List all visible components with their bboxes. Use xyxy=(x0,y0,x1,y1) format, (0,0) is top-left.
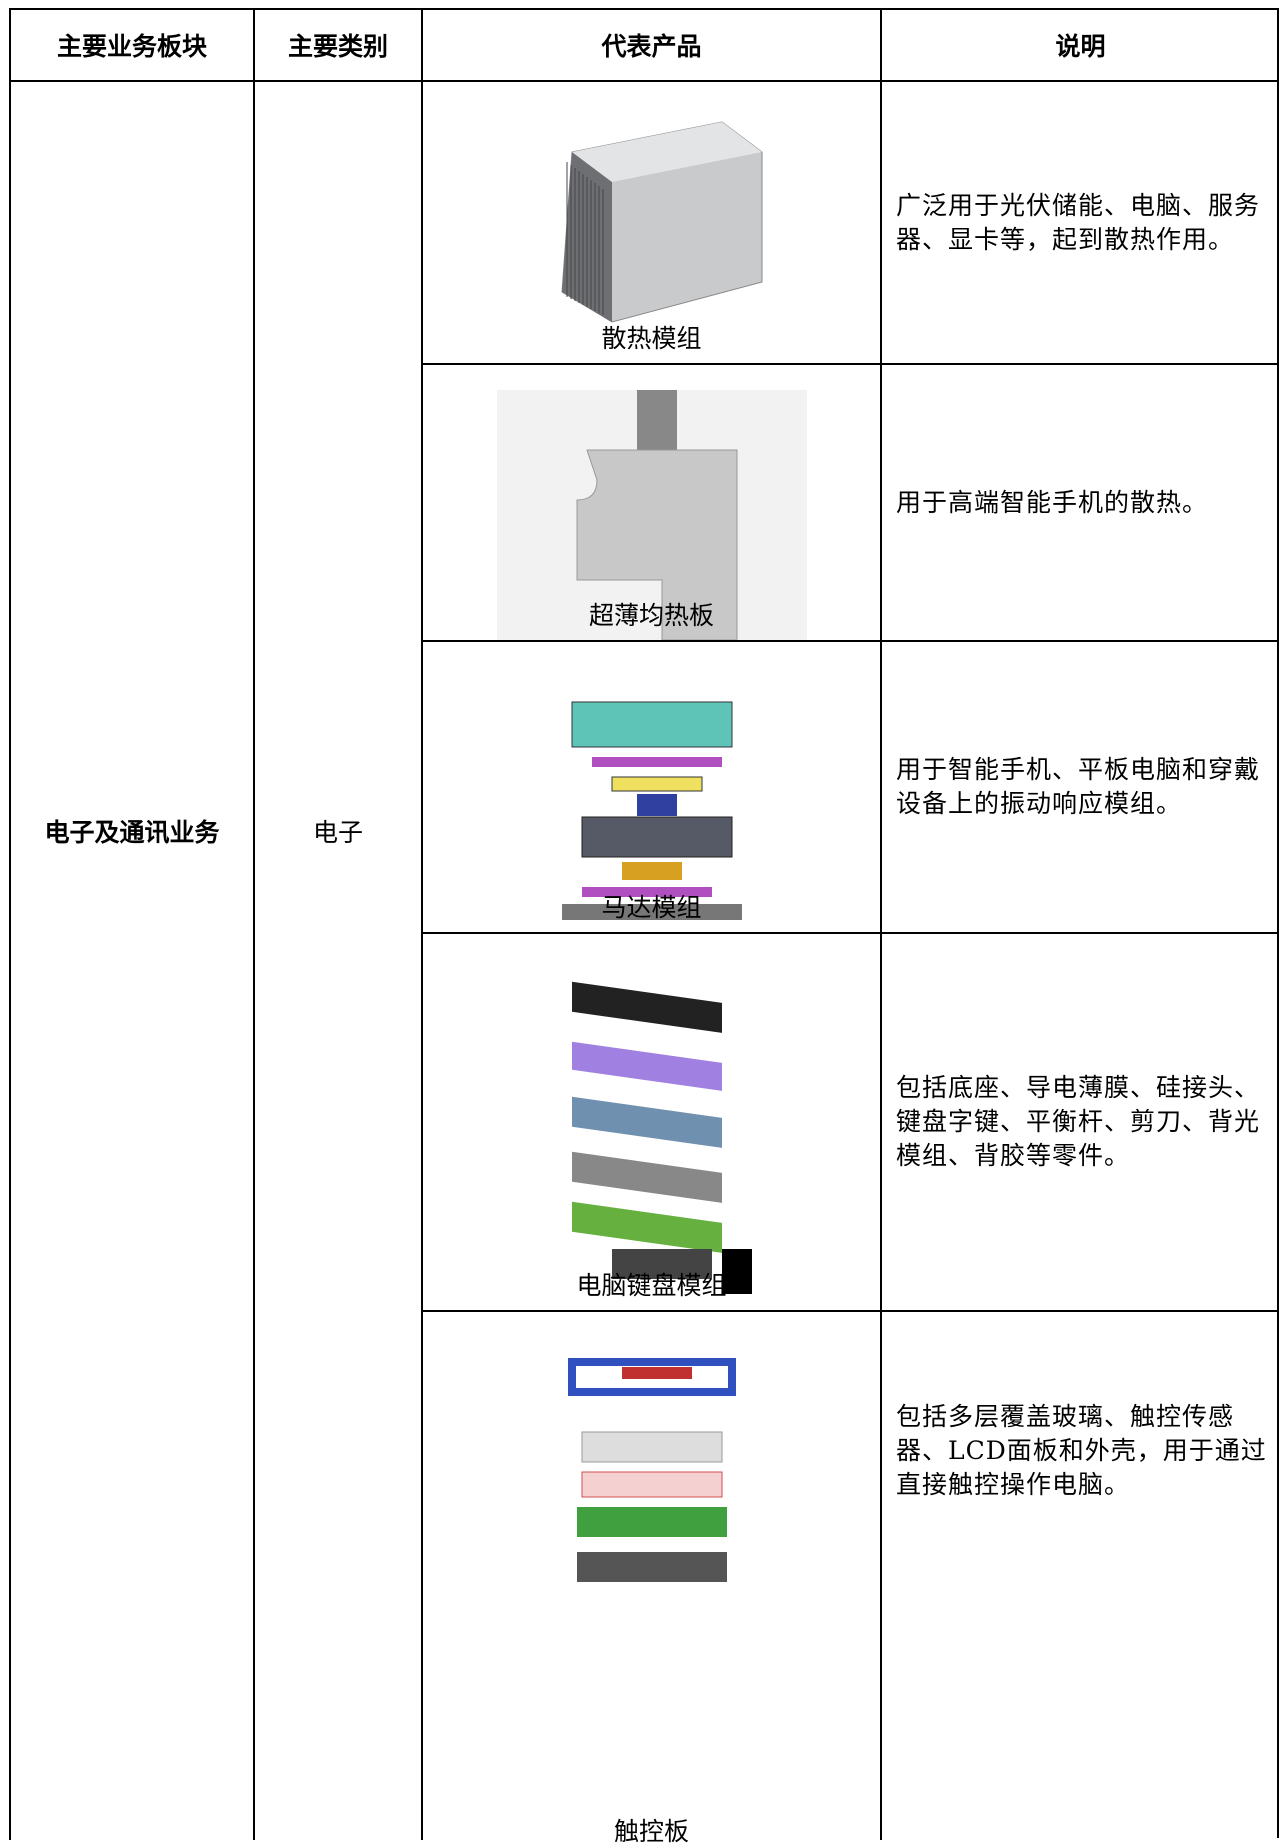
description-text: 包括多层覆盖玻璃、触控传感器、LCD面板和外壳，用于通过直接触控操作电脑。 xyxy=(896,1402,1267,1499)
product-illustration xyxy=(567,1358,736,1582)
header-cell: 代表产品 xyxy=(421,8,880,80)
product-name: 触控板 xyxy=(613,1817,689,1846)
header-cell: 主要类别 xyxy=(253,8,421,80)
description-text: 包括底座、导电薄膜、硅接头、键盘字键、平衡杆、剪刀、背光模组、背胶等零件。 xyxy=(896,1073,1261,1170)
product-image xyxy=(552,682,752,936)
product-illustration xyxy=(561,701,742,920)
category-text: 电子 xyxy=(312,818,363,847)
description-text: 用于智能手机、平板电脑和穿戴设备上的振动响应模组。 xyxy=(896,755,1261,818)
product-cell: 马达模组 xyxy=(421,640,880,932)
description-cell: 用于智能手机、平板电脑和穿戴设备上的振动响应模组。 xyxy=(880,640,1279,932)
segment-text: 电子及通讯业务 xyxy=(44,818,220,847)
product-illustration xyxy=(560,121,762,323)
product-illustration xyxy=(521,981,752,1294)
product-image xyxy=(496,390,807,644)
product-image xyxy=(521,964,752,1298)
product-cell: 超薄均热板 xyxy=(421,363,880,641)
description-cell: 用于高端智能手机的散热。 xyxy=(880,363,1279,640)
product-name: 马达模组 xyxy=(601,893,702,922)
header-cell: 主要业务板块 xyxy=(9,8,253,80)
product-image xyxy=(552,1342,752,1596)
description-cell: 包括底座、导电薄膜、硅接头、键盘字键、平衡杆、剪刀、背光模组、背胶等零件。 xyxy=(880,932,1279,1310)
product-cell: 触控板 xyxy=(421,1310,880,1846)
product-name: 电脑键盘模组 xyxy=(576,1271,727,1300)
product-name: 超薄均热板 xyxy=(588,601,714,630)
description-cell: 广泛用于光伏储能、电脑、服务器、显卡等，起到散热作用。 xyxy=(880,80,1279,363)
product-illustration xyxy=(496,390,807,641)
product-name: 散热模组 xyxy=(601,324,702,353)
column-border xyxy=(880,1590,1279,1840)
header-cell: 说明 xyxy=(880,8,1279,80)
product-image xyxy=(512,112,792,346)
description-cell: 包括多层覆盖玻璃、触控传感器、LCD面板和外壳，用于通过直接触控操作电脑。 xyxy=(880,1310,1279,1590)
segment-cell: 电子及通讯业务 xyxy=(9,80,253,1840)
description-text: 广泛用于光伏储能、电脑、服务器、显卡等，起到散热作用。 xyxy=(896,190,1261,254)
product-cell: 电脑键盘模组 xyxy=(421,932,880,1310)
description-text: 用于高端智能手机的散热。 xyxy=(896,487,1209,517)
category-cell: 电子 xyxy=(253,80,421,1840)
product-cell: 散热模组 xyxy=(421,80,880,363)
table-frame xyxy=(9,8,1279,1838)
